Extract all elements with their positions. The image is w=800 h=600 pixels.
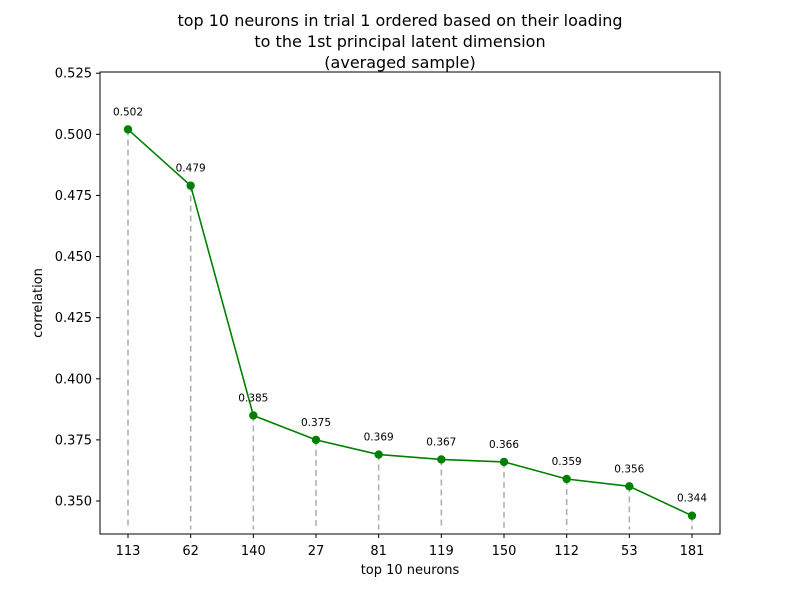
data-point-112	[562, 474, 571, 484]
y-axis-ticks: 0.350 0.375 0.400 0.425 0.450 0.475 0.500 0.525	[55, 67, 100, 510]
x-tick-label-81: 81	[370, 544, 387, 559]
y-tick-label-4: 0.450	[55, 250, 92, 265]
data-label-53: 0.356	[614, 463, 644, 475]
y-tick-label-0: 0.350	[55, 495, 92, 510]
data-point-62	[186, 181, 195, 190]
data-point-150	[499, 457, 509, 467]
data-point-119	[437, 455, 446, 464]
y-tick-label-1: 0.375	[55, 433, 92, 448]
data-point-81	[374, 450, 383, 459]
y-tick-label-6: 0.500	[55, 128, 92, 143]
x-tick-label-181: 181	[680, 544, 705, 559]
chart-title: top 10 neurons in trial 1 ordered based …	[177, 11, 622, 72]
data-label-181: 0.344	[677, 493, 707, 505]
data-label-150: 0.366	[489, 439, 519, 451]
data-point-53	[625, 482, 634, 491]
x-tick-label-62: 62	[182, 544, 199, 559]
y-tick-label-2: 0.400	[55, 372, 92, 387]
data-point-181	[687, 511, 697, 520]
series-line	[127, 128, 693, 517]
x-tick-label-150: 150	[492, 544, 517, 559]
x-tick-label-140: 140	[241, 544, 266, 559]
data-label-62: 0.479	[176, 163, 206, 175]
data-label-140: 0.385	[238, 392, 268, 404]
y-axis-label: correlation	[31, 268, 46, 338]
data-labels: 0.502 0.479 0.385 0.375 0.369 0.367 0.366 0.359…	[113, 106, 707, 504]
plot-area-frame	[99, 71, 721, 535]
data-point-27	[311, 435, 321, 445]
series-line-path	[127, 128, 693, 517]
x-tick-label-53: 53	[621, 544, 638, 559]
x-axis-label: top 10 neurons	[361, 563, 460, 578]
data-point-113	[123, 125, 133, 134]
x-tick-label-27: 27	[308, 544, 325, 559]
x-tick-label-119: 119	[429, 544, 454, 559]
data-point-140	[249, 411, 258, 420]
data-label-27: 0.375	[301, 417, 331, 429]
stem-lines	[127, 129, 693, 530]
data-label-113: 0.502	[113, 106, 143, 118]
chart-title-line-1: top 10 neurons in trial 1 ordered based …	[177, 11, 622, 30]
y-tick-label-5: 0.475	[55, 189, 92, 204]
x-tick-label-113: 113	[116, 544, 141, 559]
data-label-112: 0.359	[552, 456, 582, 468]
x-tick-label-112: 112	[554, 544, 579, 559]
x-axis-ticks: 113 62 140 27 81 119 150 112 53 181	[116, 534, 705, 559]
y-tick-label-3: 0.425	[55, 311, 92, 326]
chart-title-line-2: to the 1st principal latent dimension	[254, 32, 545, 51]
series-markers	[123, 125, 697, 520]
data-label-119: 0.367	[426, 436, 456, 448]
data-label-81: 0.369	[364, 432, 394, 444]
y-tick-label-7: 0.525	[55, 67, 92, 82]
chart-title-line-3: (averaged sample)	[324, 53, 475, 72]
